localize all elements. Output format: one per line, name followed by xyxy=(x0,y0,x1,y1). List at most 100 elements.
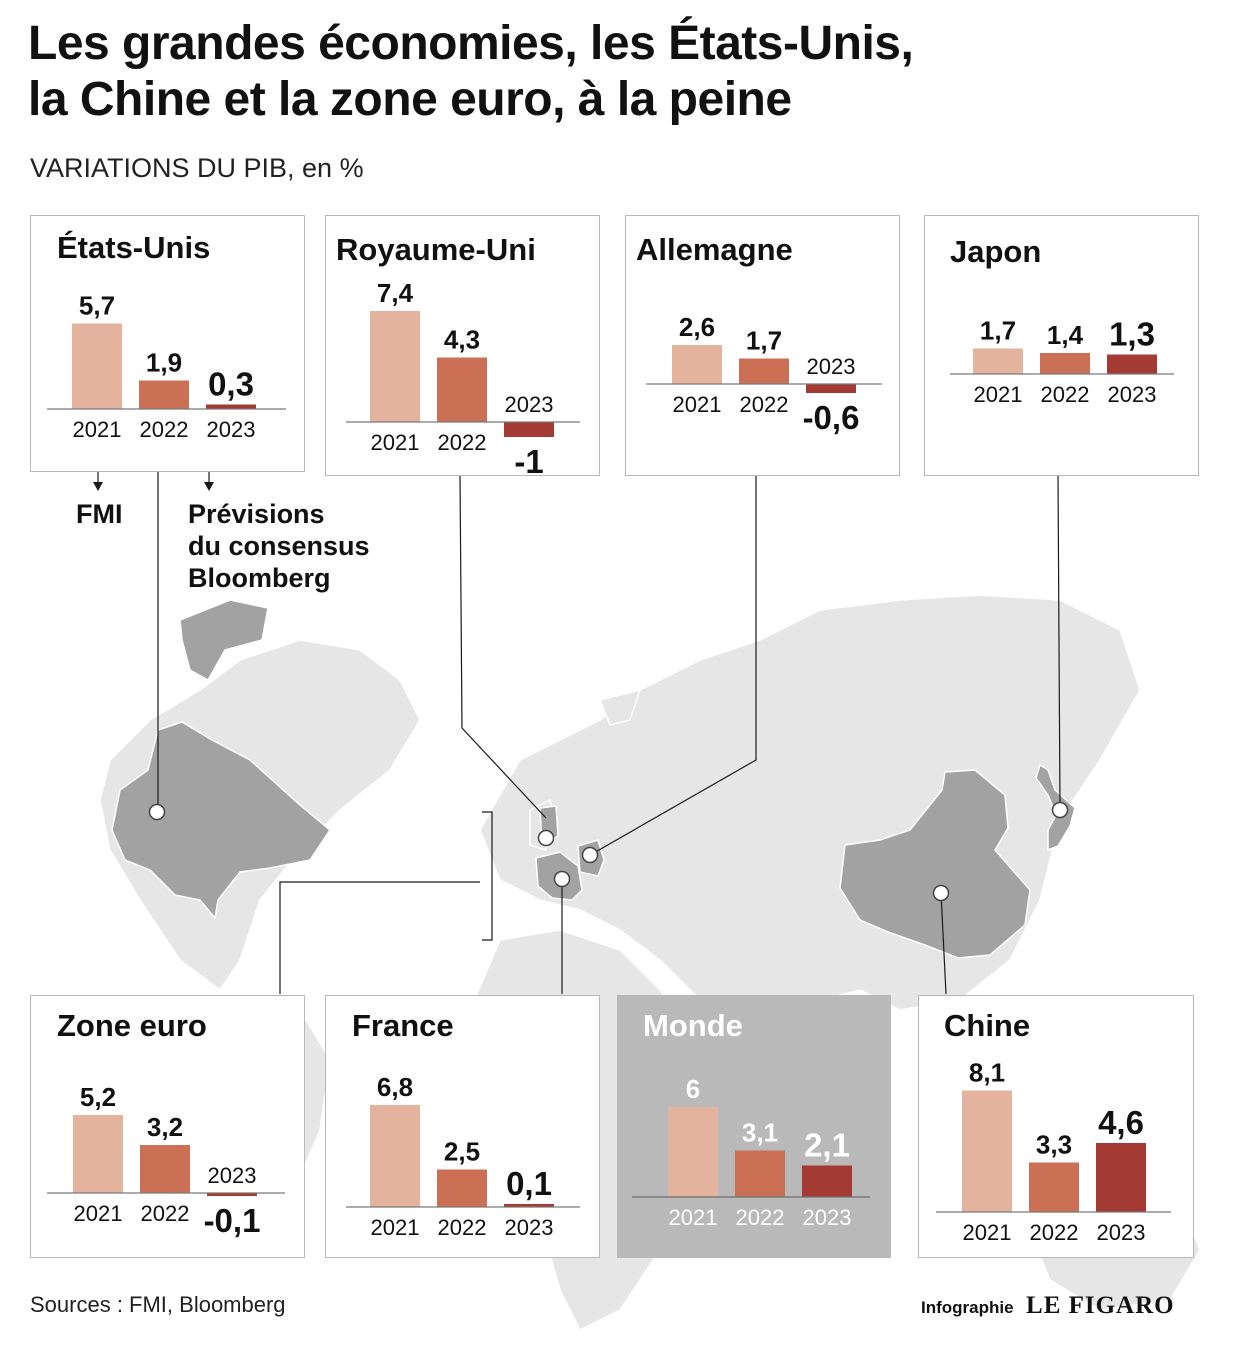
bar-zone-euro-2023 xyxy=(207,1193,257,1196)
map-connectors xyxy=(97,443,1061,995)
value-label-royaume-uni-2022: 4,3 xyxy=(444,325,480,355)
year-label-etats-unis-2022: 2022 xyxy=(140,417,189,442)
panel-title-monde: Monde xyxy=(643,1008,743,1043)
panel-france: France 6,8 2021 2,5 2022 0,1 2023 xyxy=(325,995,600,1258)
title-line-1: Les grandes économies, les États-Unis, xyxy=(28,17,914,70)
panel-title-royaume-uni: Royaume-Uni xyxy=(336,232,536,267)
country-markers xyxy=(148,801,1069,902)
value-label-france-2023: 0,1 xyxy=(506,1165,552,1202)
chart-title: Les grandes économies, les États-Unis, l… xyxy=(28,16,1208,128)
bar-monde-2021 xyxy=(668,1107,718,1197)
bar-allemagne-2021 xyxy=(672,345,722,384)
bar-chart-monde: 6 2021 3,1 2022 2,1 2023 xyxy=(632,1074,870,1230)
bar-zone-euro-2022 xyxy=(140,1145,190,1193)
map-highlighted-countries xyxy=(111,599,1076,959)
value-label-france-2021: 6,8 xyxy=(377,1072,413,1102)
value-label-etats-unis-2023: 0,3 xyxy=(208,366,254,403)
bar-royaume-uni-2023 xyxy=(504,422,554,437)
bar-japon-2023 xyxy=(1107,354,1157,374)
value-label-allemagne-2022: 1,7 xyxy=(746,326,782,356)
year-label-royaume-uni-2021: 2021 xyxy=(371,430,420,455)
consensus-note-line-3: Bloomberg xyxy=(188,563,331,593)
value-label-monde-2021: 6 xyxy=(686,1074,700,1104)
panel-chine: Chine 8,1 2021 3,3 2022 4,6 2023 xyxy=(918,995,1194,1258)
value-label-chine-2023: 4,6 xyxy=(1098,1104,1144,1141)
panel-title-chine: Chine xyxy=(944,1008,1031,1043)
value-label-etats-unis-2022: 1,9 xyxy=(146,348,182,378)
value-label-japon-2022: 1,4 xyxy=(1047,320,1084,350)
panel-royaume-uni: Royaume-Uni 7,4 2021 4,3 2022 2023 -1 xyxy=(325,215,600,480)
bar-japon-2021 xyxy=(973,348,1023,374)
bar-allemagne-2022 xyxy=(739,358,789,384)
year-label-allemagne-2022: 2022 xyxy=(740,392,789,417)
year-label-zone-euro-2021: 2021 xyxy=(74,1201,123,1226)
year-label-france-2023: 2023 xyxy=(505,1215,554,1240)
value-label-etats-unis-2021: 5,7 xyxy=(79,291,115,321)
year-label-japon-2021: 2021 xyxy=(974,382,1023,407)
year-label-zone-euro-2022: 2022 xyxy=(141,1201,190,1226)
bar-monde-2023 xyxy=(802,1165,852,1197)
bar-chart-chine: 8,1 2021 3,3 2022 4,6 2023 xyxy=(936,1058,1171,1245)
panel-allemagne: Allemagne 2,6 2021 1,7 2022 2023 -0,6 xyxy=(625,215,900,476)
bar-france-2023 xyxy=(504,1204,554,1207)
value-label-allemagne-2021: 2,6 xyxy=(679,312,715,342)
year-label-etats-unis-2021: 2021 xyxy=(73,417,122,442)
bar-chart-japon: 1,7 2021 1,4 2022 1,3 2023 xyxy=(950,316,1174,407)
panel-title-france: France xyxy=(352,1008,454,1043)
value-label-chine-2021: 8,1 xyxy=(969,1058,1005,1088)
value-label-chine-2022: 3,3 xyxy=(1036,1130,1072,1160)
title-line-2: la Chine et la zone euro, à la peine xyxy=(28,73,792,126)
chart-subtitle: VARIATIONS DU PIB, en % xyxy=(30,153,364,183)
panel-title-allemagne: Allemagne xyxy=(636,232,793,267)
consensus-note-line-1: Prévisions xyxy=(188,499,325,529)
value-label-royaume-uni-2021: 7,4 xyxy=(377,278,414,308)
year-label-japon-2023: 2023 xyxy=(1108,382,1157,407)
value-label-japon-2023: 1,3 xyxy=(1109,316,1155,353)
value-label-japon-2021: 1,7 xyxy=(980,316,1016,346)
bar-etats-unis-2021 xyxy=(72,323,122,409)
fmi-note: FMI xyxy=(76,499,123,529)
value-label-royaume-uni-2023: -1 xyxy=(514,443,543,480)
bar-chart-royaume-uni: 7,4 2021 4,3 2022 2023 -1 xyxy=(346,278,580,480)
panel-title-zone-euro: Zone euro xyxy=(57,1008,207,1043)
bar-allemagne-2023 xyxy=(806,384,856,393)
bar-chart-allemagne: 2,6 2021 1,7 2022 2023 -0,6 xyxy=(646,312,882,436)
value-label-allemagne-2023: -0,6 xyxy=(803,399,860,436)
value-label-zone-euro-2023: -0,1 xyxy=(204,1202,261,1239)
year-label-france-2022: 2022 xyxy=(438,1215,487,1240)
credit: Infographie LE FIGARO xyxy=(921,1292,1175,1320)
value-label-zone-euro-2022: 3,2 xyxy=(147,1112,183,1142)
year-label-japon-2022: 2022 xyxy=(1041,382,1090,407)
bar-france-2022 xyxy=(437,1169,487,1207)
bar-japon-2022 xyxy=(1040,353,1090,374)
bar-france-2021 xyxy=(370,1105,420,1207)
bar-monde-2022 xyxy=(735,1150,785,1197)
panel-japon: Japon 1,7 2021 1,4 2022 1,3 2023 xyxy=(924,215,1199,476)
year-label-royaume-uni-2023: 2023 xyxy=(505,392,554,417)
bar-royaume-uni-2022 xyxy=(437,357,487,422)
year-label-monde-2021: 2021 xyxy=(669,1205,718,1230)
bar-chine-2022 xyxy=(1029,1162,1079,1212)
year-label-allemagne-2023: 2023 xyxy=(807,354,856,379)
bar-etats-unis-2022 xyxy=(139,380,189,409)
value-label-monde-2022: 3,1 xyxy=(742,1118,778,1148)
year-label-royaume-uni-2022: 2022 xyxy=(438,430,487,455)
panel-title-etats-unis: États-Unis xyxy=(57,230,211,265)
year-label-zone-euro-2023: 2023 xyxy=(208,1163,257,1188)
bar-chine-2021 xyxy=(962,1090,1012,1212)
year-label-etats-unis-2023: 2023 xyxy=(207,417,256,442)
panel-title-japon: Japon xyxy=(950,234,1042,269)
year-label-monde-2023: 2023 xyxy=(803,1205,852,1230)
panel-etats-unis: États-Unis 5,7 2021 1,9 2022 0,3 2023 xyxy=(30,215,305,472)
bar-chart-france: 6,8 2021 2,5 2022 0,1 2023 xyxy=(346,1072,580,1240)
year-label-chine-2022: 2022 xyxy=(1030,1220,1079,1245)
source-note: Sources : FMI, Bloomberg xyxy=(30,1292,286,1317)
consensus-note-line-2: du consensus xyxy=(188,531,370,561)
year-label-monde-2022: 2022 xyxy=(736,1205,785,1230)
year-label-chine-2021: 2021 xyxy=(963,1220,1012,1245)
year-label-chine-2023: 2023 xyxy=(1097,1220,1146,1245)
bar-chart-etats-unis: 5,7 2021 1,9 2022 0,3 2023 xyxy=(47,291,286,442)
bar-chart-zone-euro: 5,2 2021 3,2 2022 2023 -0,1 xyxy=(47,1082,285,1239)
year-label-france-2021: 2021 xyxy=(371,1215,420,1240)
consensus-note: Prévisions du consensus Bloomberg xyxy=(188,498,370,594)
